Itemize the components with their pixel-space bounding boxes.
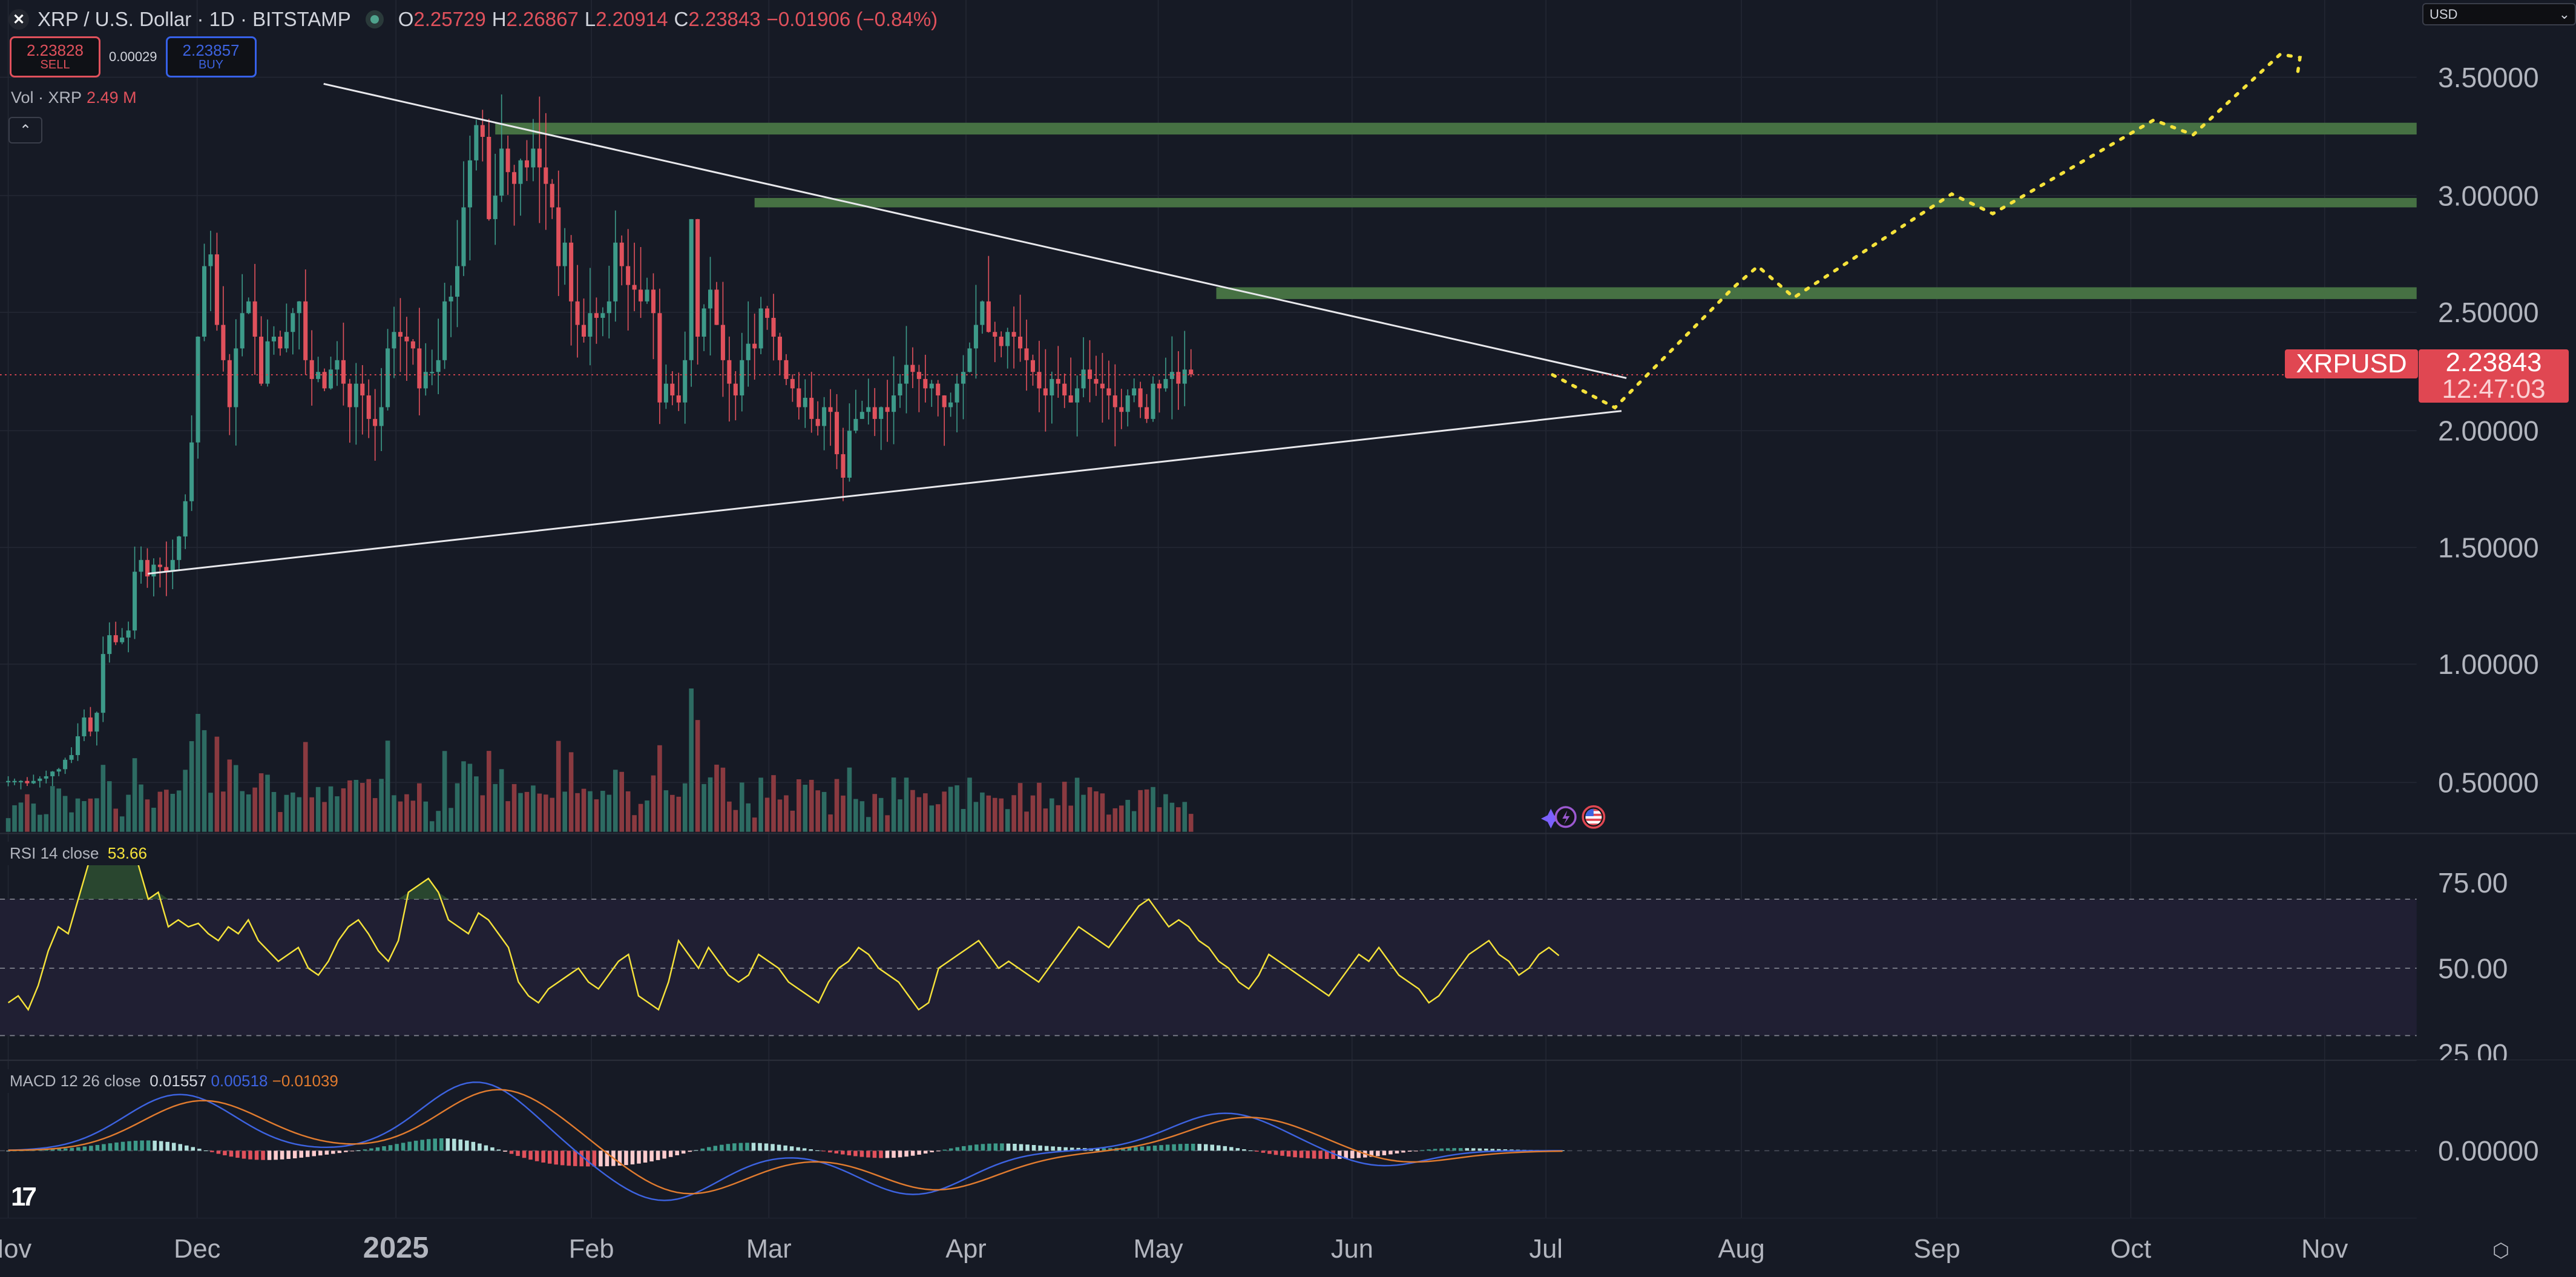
- symbol-price-tag: XRPUSD: [2285, 349, 2418, 378]
- resistance-zone[interactable]: [495, 122, 2417, 135]
- price-axis-label: 3.50000: [2438, 62, 2539, 93]
- symbol-title[interactable]: XRP / U.S. Dollar · 1D · BITSTAMP: [38, 8, 351, 30]
- spread-value: 0.00029: [109, 49, 157, 64]
- descending-trendline[interactable]: [323, 83, 1627, 379]
- currency-select[interactable]: USD ⌄: [2422, 3, 2576, 25]
- svg-text:0.00000: 0.00000: [2438, 1135, 2539, 1167]
- collapse-legend-button[interactable]: ⌃: [8, 117, 42, 144]
- price-change: −0.01906 (−0.84%): [766, 8, 938, 30]
- time-axis-label: Oct: [2111, 1235, 2152, 1264]
- last-price-tag: 2.23843 12:47:03: [2419, 349, 2569, 403]
- time-axis-label: Jul: [1529, 1235, 1563, 1264]
- resistance-zone[interactable]: [1216, 287, 2417, 299]
- macd-legend[interactable]: MACD 12 26 close 0.01557 0.00518 −0.0103…: [5, 1069, 343, 1093]
- ascending-trendline[interactable]: [148, 410, 1622, 575]
- svg-text:75.00: 75.00: [2438, 867, 2508, 899]
- candlesticks: [6, 94, 1194, 790]
- projection-path[interactable]: [1551, 52, 2302, 410]
- sparkle-icon[interactable]: [1541, 808, 1561, 829]
- gear-icon[interactable]: ⬡: [2492, 1239, 2509, 1261]
- price-axis-label: 3.00000: [2438, 180, 2539, 211]
- symbol-legend: ✕ XRP / U.S. Dollar · 1D · BITSTAMP O2.2…: [8, 5, 938, 34]
- lightning-icon[interactable]: [1554, 806, 1577, 828]
- time-axis-label: Nov: [0, 1235, 31, 1264]
- time-axis-label: May: [1134, 1235, 1183, 1264]
- resistance-zone[interactable]: [754, 197, 2417, 208]
- trendlines[interactable]: [148, 83, 1627, 575]
- time-axis-label: Apr: [945, 1235, 987, 1264]
- svg-text:50.00: 50.00: [2438, 952, 2508, 984]
- time-axis-label: 2025: [363, 1232, 429, 1264]
- time-axis-label: Feb: [569, 1235, 614, 1264]
- rsi-legend[interactable]: RSI 14 close 53.66: [5, 842, 152, 865]
- rsi-line: [7, 842, 1560, 1011]
- time-axis-label: Nov: [2301, 1235, 2348, 1264]
- sell-button[interactable]: 2.23828 SELL: [10, 36, 100, 78]
- chevron-up-icon: ⌃: [19, 122, 32, 139]
- time-axis[interactable]: Nov Dec 2025 Feb Mar Apr May Jun Jul Aug Sep Oct Nov: [0, 1232, 2348, 1264]
- xrp-logo-icon: ✕: [8, 9, 29, 30]
- macd-pane: [6, 1081, 1565, 1201]
- price-axis-label: 1.50000: [2438, 532, 2539, 563]
- time-axis-label: Jun: [1331, 1235, 1373, 1264]
- us-flag-icon[interactable]: [1582, 805, 1606, 829]
- price-axis-label: 1.00000: [2438, 648, 2539, 680]
- tradingview-logo-icon[interactable]: 17: [11, 1182, 37, 1212]
- chevron-down-icon: ⌄: [2558, 6, 2570, 22]
- buy-button[interactable]: 2.23857 BUY: [165, 36, 257, 78]
- price-axis-label: 2.00000: [2438, 415, 2539, 447]
- time-axis-label: Mar: [746, 1235, 792, 1264]
- volume-legend: Vol · XRP 2.49 M: [11, 88, 137, 107]
- time-axis-label: Dec: [174, 1235, 220, 1264]
- market-open-dot-icon: [365, 10, 384, 28]
- price-axis[interactable]: 3.50000 3.00000 2.50000 2.00000 1.50000 1.000…: [2416, 62, 2576, 1167]
- price-axis-label: 2.50000: [2438, 297, 2539, 328]
- ohlc-values: O2.25729 H2.26867 L2.20914 C2.23843 −0.0…: [398, 8, 938, 30]
- time-axis-label: Sep: [1914, 1235, 1960, 1264]
- rsi-band: [0, 899, 2417, 1036]
- trade-panel: 2.23828 SELL 0.00029 2.23857 BUY: [10, 36, 257, 78]
- price-axis-label: 0.50000: [2438, 767, 2539, 799]
- time-axis-label: Aug: [1718, 1235, 1765, 1264]
- resistance-zones[interactable]: [495, 122, 2417, 299]
- volume-bars: [5, 688, 1194, 832]
